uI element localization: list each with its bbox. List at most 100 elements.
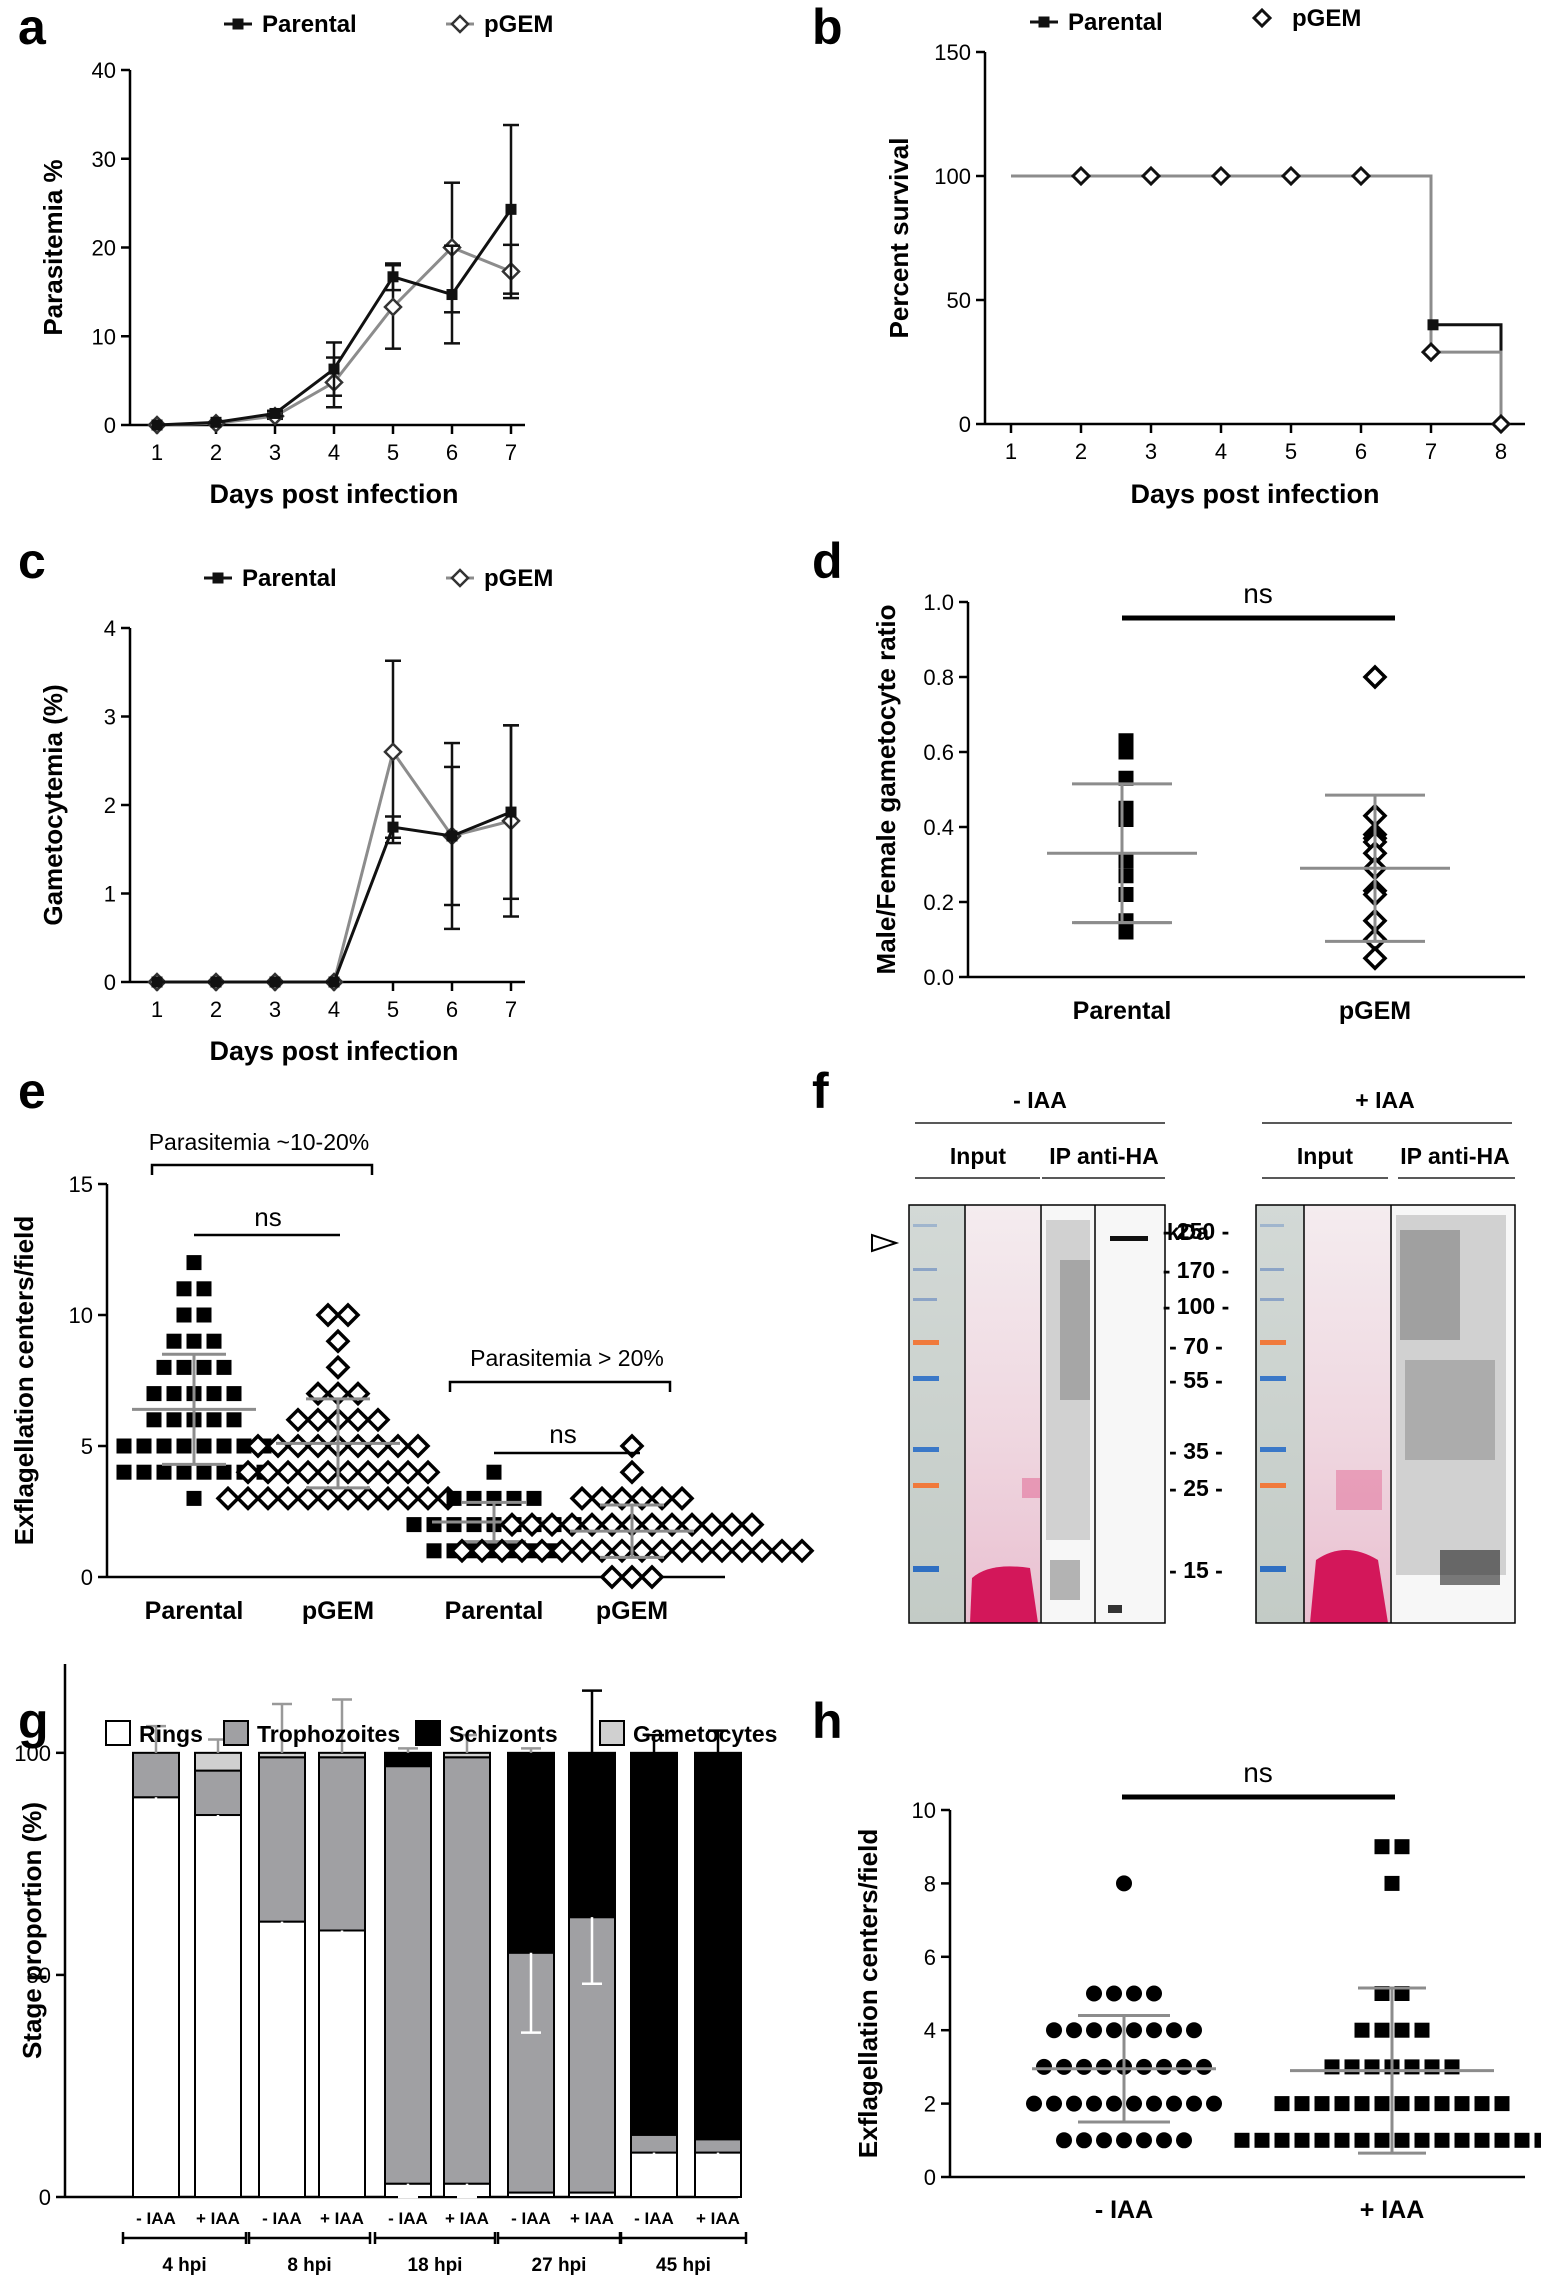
data-point-parental-c: [446, 830, 458, 842]
scatter-point: [629, 1485, 655, 1511]
scatter-point: [1294, 2132, 1310, 2148]
scatter-point: [1106, 2095, 1122, 2112]
scatter-point: [1344, 2059, 1360, 2075]
x-tick-label-c: 3: [269, 997, 281, 1022]
scatter-point: [186, 1333, 202, 1349]
bar-segment-trophozoites: [443, 1756, 491, 2185]
legend-label-g: Gametocytes: [633, 1721, 777, 1747]
data-point-parental-b: [1427, 319, 1439, 331]
scatter-point: [1474, 2096, 1490, 2112]
scatter-point: [619, 1433, 645, 1459]
scatter-point: [255, 1485, 281, 1511]
scatter-point: [1136, 2058, 1152, 2075]
scatter-point: [176, 1359, 192, 1375]
scatter-point: [599, 1564, 625, 1590]
scatter-point: [639, 1512, 665, 1538]
y-axis-label-e: Exflagellation centers/field: [9, 1216, 39, 1545]
data-point-pgem-b: [1070, 165, 1092, 187]
scatter-minus-iaa-h: [1026, 1875, 1222, 2149]
significance-label-1-e: ns: [254, 1202, 281, 1232]
scatter-point: [1156, 2132, 1172, 2149]
y-axis-label-h: Exflagellation centers/field: [853, 1829, 883, 2158]
y-axis-label-d: Male/Female gametocyte ratio: [871, 605, 901, 975]
scatter-point: [1294, 2096, 1310, 2112]
y-tick-label-g: 50: [27, 1963, 51, 1988]
scatter-point: [669, 1538, 695, 1564]
x-category-label-g: - IAA: [634, 2209, 674, 2228]
y-axis-label-g: Stage proportion (%): [17, 1802, 47, 2059]
scatter-point: [176, 1281, 192, 1297]
scatter-point: [1334, 2132, 1350, 2148]
scatter-point: [1394, 1986, 1410, 2001]
scatter-point: [156, 1464, 172, 1480]
scatter-point: [305, 1381, 331, 1407]
x-tick-label-c: 6: [446, 997, 458, 1022]
y-tick-label-c: 4: [104, 616, 116, 641]
x-axis-label-b: Days post infection: [1130, 479, 1379, 509]
bar-segment-schizonts: [630, 1751, 678, 2136]
scatter-point: [365, 1407, 391, 1433]
scatter-point: [1414, 2132, 1430, 2148]
scatter-point: [375, 1459, 401, 1485]
scatter-point: [1454, 2096, 1470, 2112]
bar-segment-trophozoites: [194, 1769, 242, 1817]
kda-marker-label: - 55 -: [1169, 1367, 1223, 1393]
kda-marker-label: - 25 -: [1169, 1475, 1223, 1501]
scatter-point: [305, 1407, 331, 1433]
scatter-point: [609, 1485, 635, 1511]
y-tick-label-g: 0: [39, 2185, 51, 2210]
x-tick-label-b: 8: [1495, 439, 1507, 464]
scatter-point: [649, 1485, 675, 1511]
group-bracket-g: [373, 2232, 497, 2244]
scatter-point: [1126, 1985, 1142, 2002]
x-category-label-g: + IAA: [196, 2209, 240, 2228]
bar-segment-schizonts: [507, 1751, 555, 1954]
y-axis-label-c: Gametocytemia (%): [38, 684, 68, 925]
x-tick-label-a: 2: [210, 440, 222, 465]
scatter-point: [1036, 2058, 1052, 2075]
x-category-label-e: Parental: [445, 1597, 544, 1625]
data-point-parental-a: [446, 289, 458, 301]
scatter-point: [469, 1538, 495, 1564]
legend-label-pgem-a: pGEM: [484, 11, 553, 38]
scatter-point: [196, 1359, 212, 1375]
scatter-point: [216, 1438, 232, 1454]
scatter-point: [729, 1538, 755, 1564]
scatter-point: [1126, 2095, 1142, 2112]
panel-letter-d: d: [812, 533, 843, 589]
scatter-point: [325, 1354, 351, 1380]
scatter-point: [559, 1512, 585, 1538]
stacked-bar-g: [630, 1733, 678, 2198]
legend-swatch-g: [223, 1720, 249, 1746]
scatter-point: [1146, 1985, 1162, 2002]
bar-segment-rings: [132, 1796, 180, 2198]
scatter-pgem-e: [449, 1433, 815, 1590]
x-category-label-h: - IAA: [1095, 2196, 1153, 2224]
scatter-point: [1434, 2132, 1450, 2148]
data-point-parental-a: [387, 271, 399, 283]
x-tick-label-a: 5: [387, 440, 399, 465]
scatter-point: [1334, 2096, 1350, 2112]
scatter-point: [355, 1459, 381, 1485]
panel-f-blot: - IAA + IAA Input IP anti-HA Input IP an…: [871, 1087, 1516, 1624]
scatter-point: [1046, 2022, 1062, 2039]
scatter-point: [1076, 2132, 1092, 2149]
scatter-point: [1176, 2058, 1192, 2075]
scatter-point: [255, 1459, 281, 1485]
x-tick-label-c: 2: [210, 997, 222, 1022]
scatter-point: [406, 1517, 422, 1533]
x-tick-label-b: 7: [1425, 439, 1437, 464]
y-tick-label-h: 4: [924, 2018, 936, 2043]
bar-segment-gametocytes: [194, 1751, 242, 1772]
y-axis-label-a: Parasitemia %: [38, 159, 68, 335]
scatter-point: [1314, 2096, 1330, 2112]
mean-sd-pgem-d: [1300, 793, 1450, 943]
data-point-pgem-b: [1490, 413, 1512, 435]
scatter-point: [216, 1359, 232, 1375]
scatter-point: [739, 1512, 765, 1538]
mean-sd-pgem-e: [570, 1503, 694, 1559]
stacked-bar-g: [194, 1738, 242, 2199]
data-point-parental-c: [387, 821, 399, 833]
scatter-point: [619, 1564, 645, 1590]
scatter-point: [426, 1543, 442, 1559]
